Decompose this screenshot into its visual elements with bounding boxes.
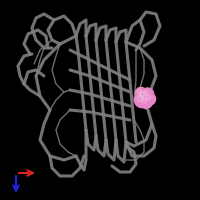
Circle shape: [146, 95, 151, 100]
Circle shape: [142, 98, 147, 103]
Circle shape: [134, 92, 150, 108]
Circle shape: [140, 96, 152, 108]
Circle shape: [137, 95, 143, 101]
Circle shape: [144, 90, 148, 95]
Circle shape: [137, 89, 142, 94]
Circle shape: [142, 88, 154, 100]
Circle shape: [140, 92, 145, 97]
Circle shape: [137, 89, 151, 103]
Circle shape: [135, 87, 147, 99]
Circle shape: [144, 93, 156, 105]
